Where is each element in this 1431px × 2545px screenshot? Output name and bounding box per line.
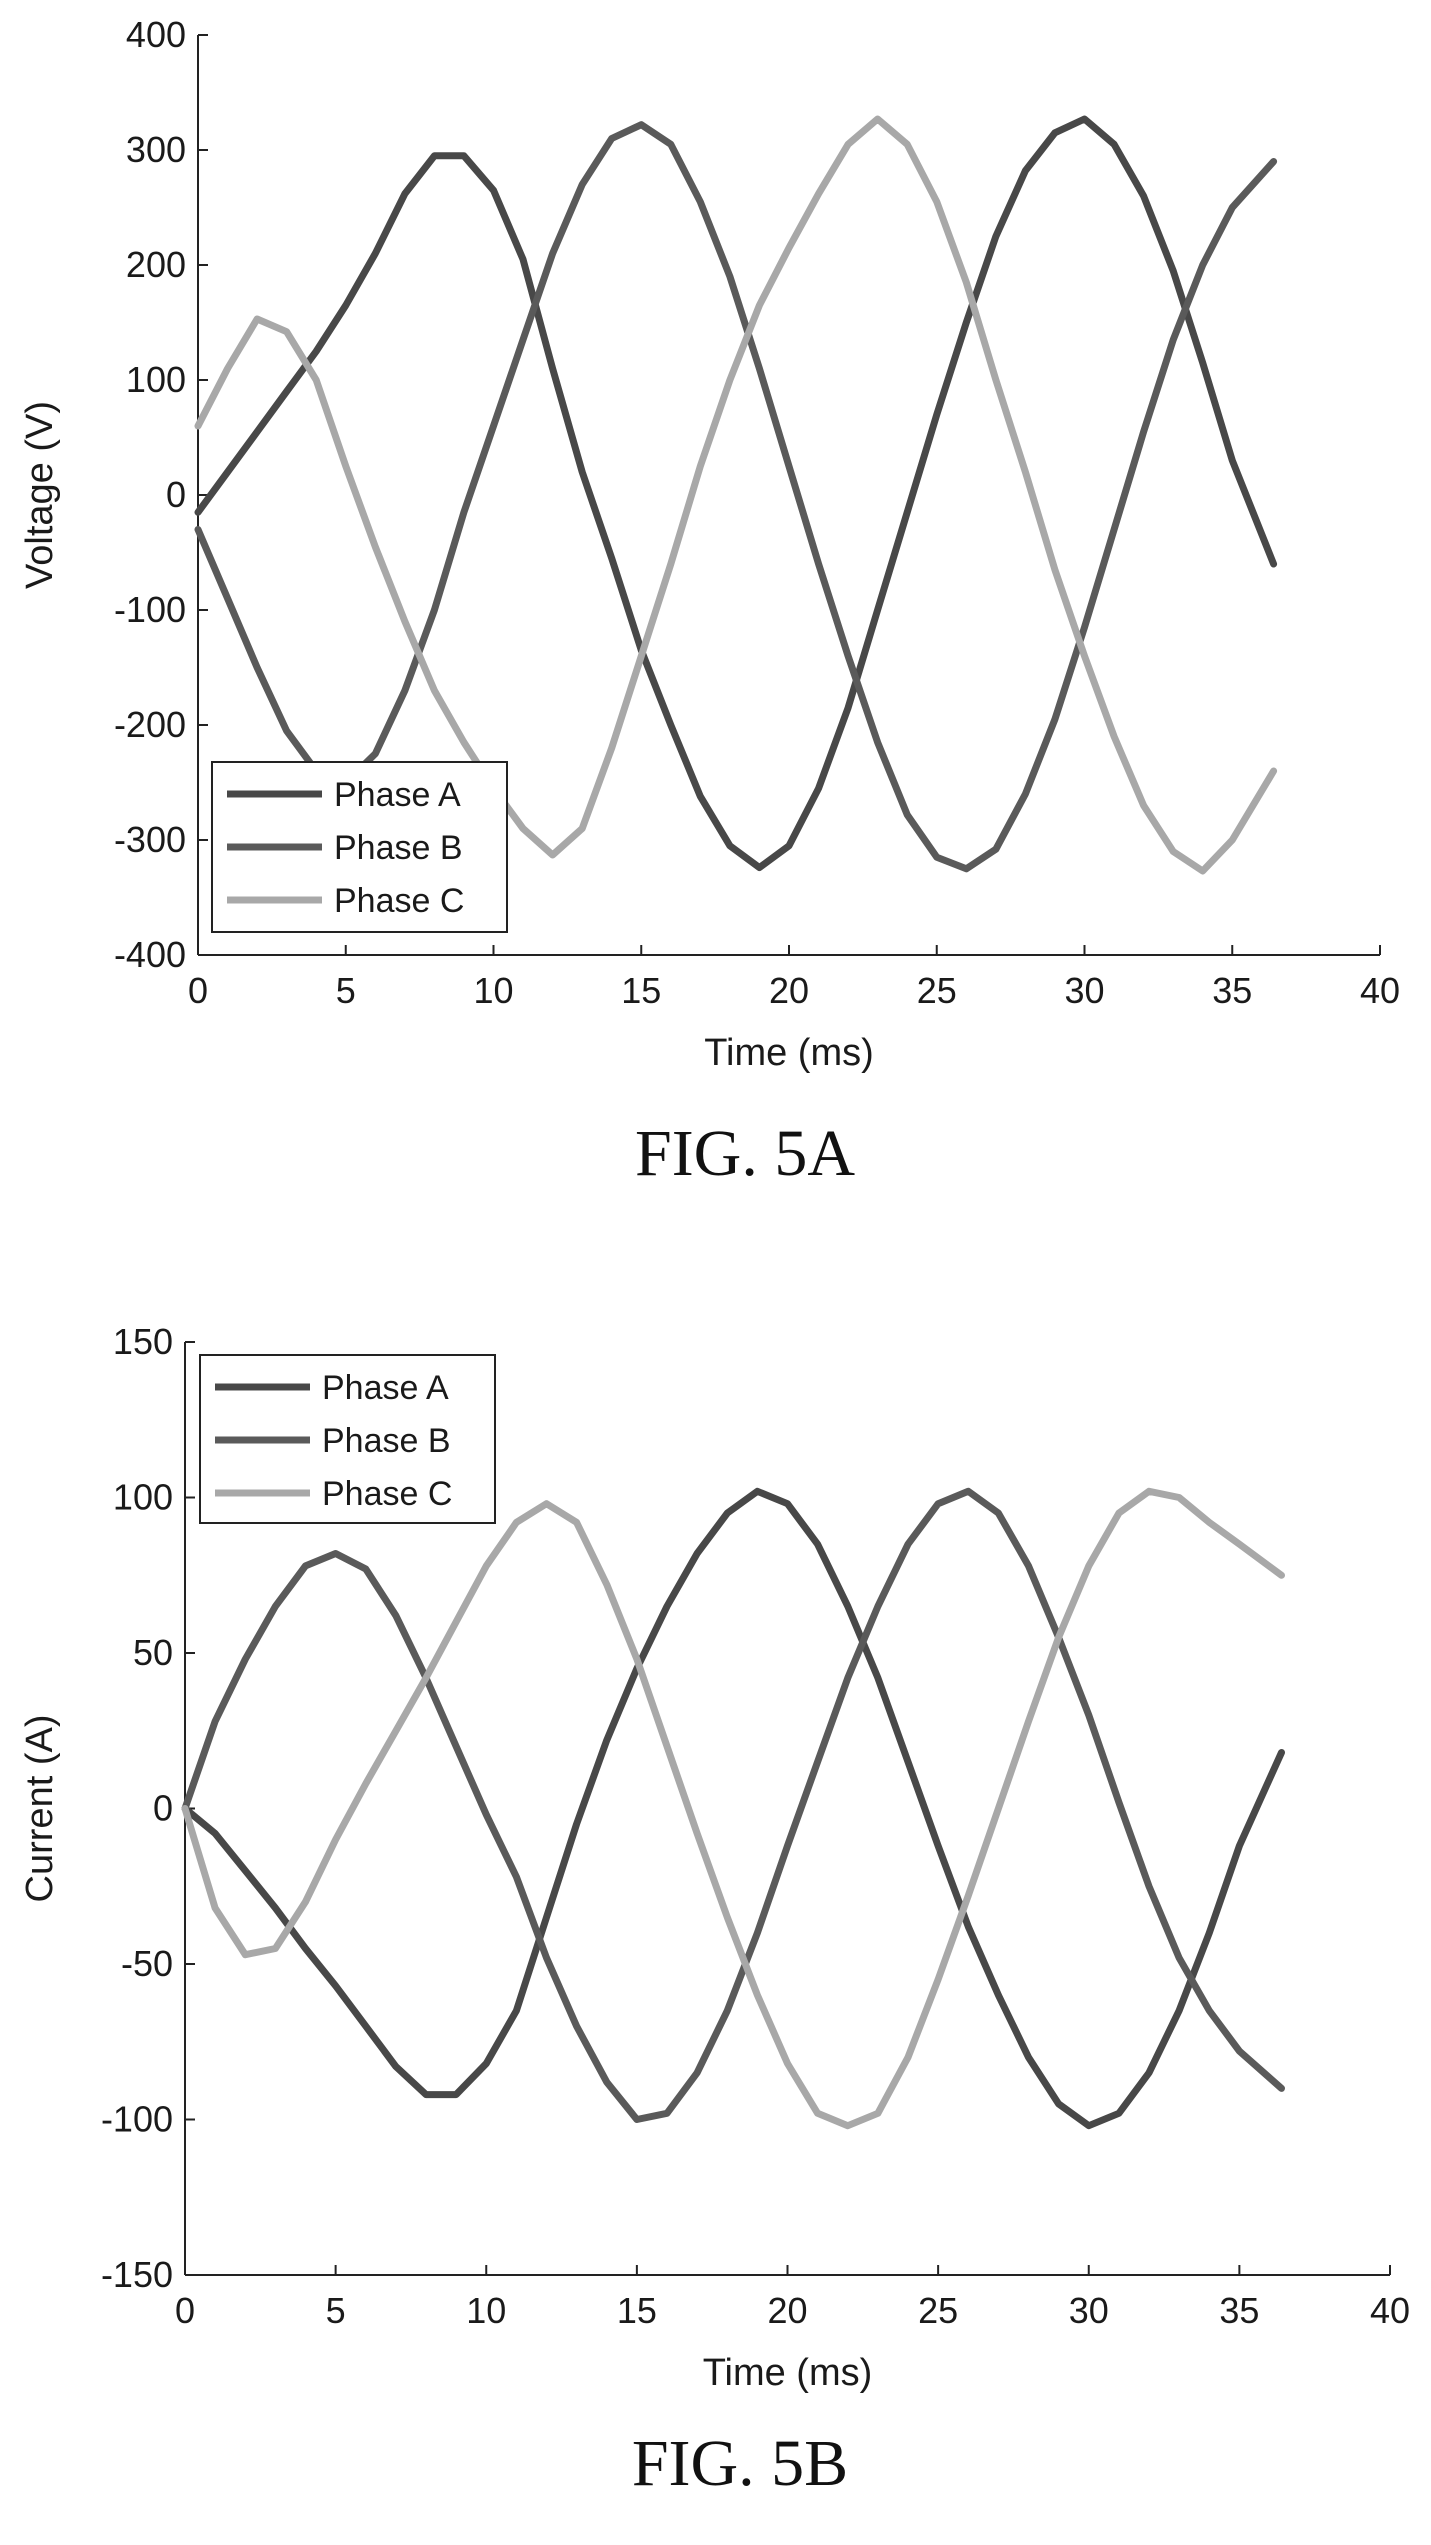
x-tick-label: 30 bbox=[1064, 970, 1104, 1011]
series-line-phase-c bbox=[181, 1487, 1285, 2130]
x-tick-label: 15 bbox=[621, 970, 661, 1011]
x-tick-label: 35 bbox=[1219, 2290, 1259, 2331]
legend-label: Phase C bbox=[334, 882, 464, 920]
y-tick-label: 200 bbox=[126, 244, 186, 285]
series-line-phase-a bbox=[181, 1487, 1285, 2130]
series-line-phase-c bbox=[194, 115, 1278, 875]
y-tick-label: -300 bbox=[114, 819, 186, 860]
legend-label: Phase A bbox=[334, 776, 461, 814]
series-line-phase-b bbox=[194, 121, 1278, 873]
y-tick-label: 100 bbox=[126, 359, 186, 400]
series-line-phase-a bbox=[194, 115, 1278, 872]
chart-2: 0 5 10 15 20 25 30 35 40 -150 -100 -50 0 50 100 150 Time… bbox=[19, 1321, 1410, 2500]
y-tick-label: -100 bbox=[114, 589, 186, 630]
y-axis-label: Voltage (V) bbox=[19, 401, 61, 589]
x-tick-label: 0 bbox=[175, 2290, 195, 2331]
y-tick-label: 300 bbox=[126, 129, 186, 170]
x-tick-label: 10 bbox=[466, 2290, 506, 2331]
x-tick-label: 25 bbox=[917, 970, 957, 1011]
series-line-phase-b bbox=[181, 1487, 1285, 2123]
x-tick-label: 30 bbox=[1069, 2290, 1109, 2331]
legend-label: Phase B bbox=[334, 829, 463, 867]
figure-caption: FIG. 5B bbox=[632, 2427, 848, 2500]
x-tick-label: 40 bbox=[1370, 2290, 1410, 2331]
x-tick-label: 10 bbox=[473, 970, 513, 1011]
y-tick-label: -200 bbox=[114, 704, 186, 745]
legend-label: Phase A bbox=[322, 1369, 449, 1407]
y-tick-label: 0 bbox=[166, 474, 186, 515]
legend: Phase A Phase B Phase C bbox=[211, 761, 508, 933]
y-tick-label: 150 bbox=[113, 1321, 173, 1362]
y-tick-label: 50 bbox=[133, 1632, 173, 1673]
y-tick-label: -100 bbox=[101, 2099, 173, 2140]
legend-label: Phase B bbox=[322, 1422, 451, 1460]
y-tick-label: 400 bbox=[126, 14, 186, 55]
x-tick-label: 15 bbox=[617, 2290, 657, 2331]
y-axis-label: Current (A) bbox=[19, 1715, 61, 1903]
x-tick-label: 20 bbox=[769, 970, 809, 1011]
figure-caption: FIG. 5A bbox=[635, 1117, 855, 1190]
x-tick-label: 35 bbox=[1212, 970, 1252, 1011]
x-tick-label: 25 bbox=[918, 2290, 958, 2331]
y-tick-label: -50 bbox=[121, 1943, 173, 1984]
x-tick-label: 20 bbox=[767, 2290, 807, 2331]
x-tick-label: 5 bbox=[336, 970, 356, 1011]
y-tick-label: 100 bbox=[113, 1477, 173, 1518]
x-tick-label: 0 bbox=[188, 970, 208, 1011]
y-tick-label: 0 bbox=[153, 1788, 173, 1829]
chart-1: 0 5 10 15 20 25 30 35 40 -400 -300 -200 -100 0 100 200 3… bbox=[19, 14, 1400, 1190]
y-tick-label: -400 bbox=[114, 934, 186, 975]
legend-label: Phase C bbox=[322, 1475, 452, 1513]
y-tick-label: -150 bbox=[101, 2254, 173, 2295]
legend: Phase A Phase B Phase C bbox=[199, 1354, 496, 1524]
x-axis-label: Time (ms) bbox=[703, 2352, 873, 2394]
x-tick-label: 5 bbox=[326, 2290, 346, 2331]
x-axis-label: Time (ms) bbox=[704, 1032, 874, 1074]
x-tick-label: 40 bbox=[1360, 970, 1400, 1011]
